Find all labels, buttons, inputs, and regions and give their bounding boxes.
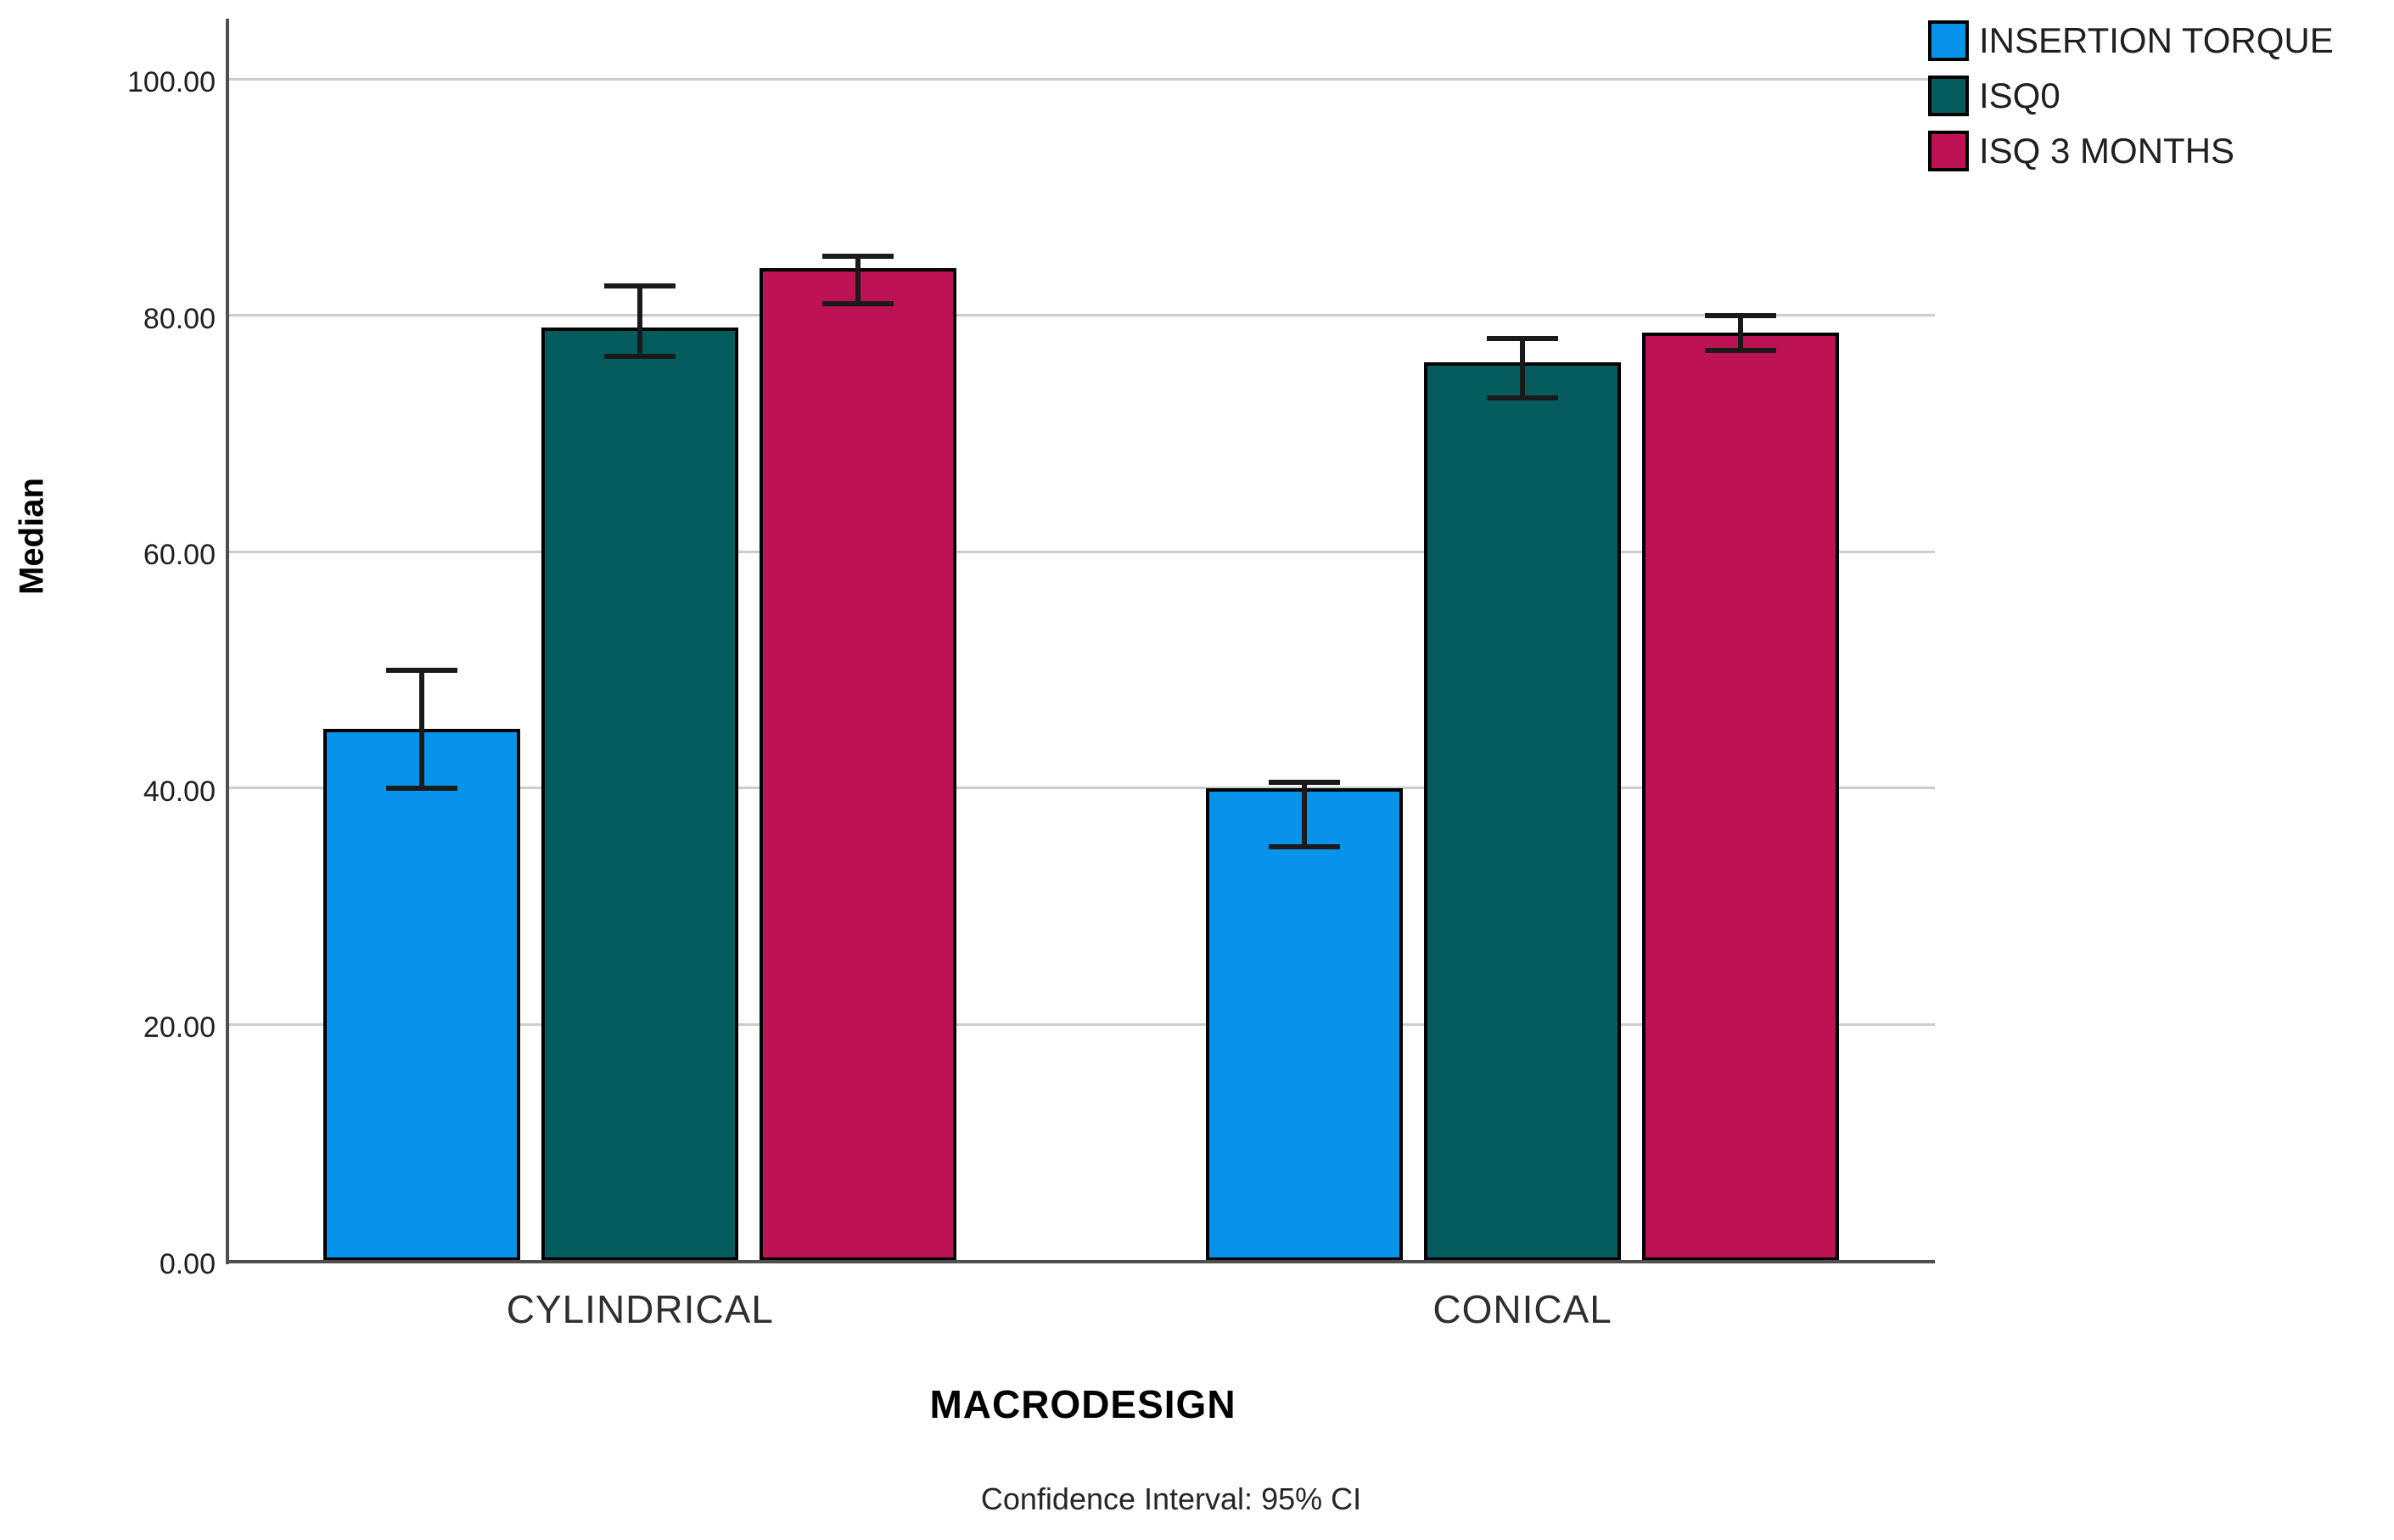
error-bar-cap-high <box>604 283 676 288</box>
y-tick-label: 20.00 <box>143 1011 216 1044</box>
legend: INSERTION TORQUE ISQ0 ISQ 3 MONTHS <box>1928 20 2334 171</box>
error-bar-cap-low <box>1487 395 1559 401</box>
legend-item: INSERTION TORQUE <box>1928 20 2334 61</box>
error-bar-stem <box>1520 339 1526 399</box>
legend-label: INSERTION TORQUE <box>1979 20 2334 60</box>
y-axis-line <box>226 19 229 1264</box>
confidence-interval-footnote: Confidence Interval: 95% CI <box>980 1481 1362 1516</box>
error-bar-cap-low <box>1269 844 1341 850</box>
legend-swatch-icon <box>1928 131 1969 171</box>
error-bar-stem <box>1738 315 1744 351</box>
legend-item: ISQ0 <box>1928 76 2334 116</box>
y-gridline <box>227 77 1935 81</box>
error-bar-cap-high <box>1705 312 1777 318</box>
error-bar-cap-low <box>386 785 458 791</box>
error-bar-stem <box>1302 781 1308 848</box>
error-bar-stem <box>419 669 425 788</box>
bar-insertion-torque <box>1206 787 1404 1261</box>
y-gridline <box>227 550 1935 553</box>
error-bar-stem <box>637 285 643 357</box>
category-label: CYLINDRICAL <box>506 1287 774 1331</box>
y-tick-label: 40.00 <box>143 775 216 808</box>
category-label: CONICAL <box>1432 1287 1612 1331</box>
legend-swatch-icon <box>1928 76 1969 116</box>
y-gridline <box>227 314 1935 317</box>
x-axis-line <box>227 1260 1935 1263</box>
error-bar-cap-high <box>1487 336 1559 342</box>
error-bar-cap-high <box>1269 779 1341 785</box>
error-bar-cap-low <box>822 300 894 306</box>
x-axis-title: MACRODESIGN <box>929 1382 1236 1426</box>
y-tick-label: 100.00 <box>127 66 216 98</box>
y-tick-label: 80.00 <box>143 302 216 335</box>
legend-item: ISQ 3 MONTHS <box>1928 131 2334 171</box>
legend-swatch-icon <box>1928 20 1969 61</box>
error-bar-cap-low <box>604 354 676 360</box>
error-bar-cap-high <box>386 667 458 673</box>
y-tick-label: 0.00 <box>159 1248 216 1280</box>
legend-label: ISQ0 <box>1979 76 2060 115</box>
y-gridline <box>227 1022 1935 1026</box>
error-bar-cap-high <box>822 253 894 259</box>
bar-insertion-torque <box>323 729 521 1261</box>
bar-isq0 <box>541 327 739 1261</box>
y-tick-label: 60.00 <box>143 539 216 572</box>
legend-label: ISQ 3 MONTHS <box>1979 131 2235 171</box>
bar-isq-3-months <box>1642 333 1840 1261</box>
bar-isq-3-months <box>760 267 957 1261</box>
bar-isq0 <box>1424 362 1622 1261</box>
error-bar-stem <box>855 255 861 304</box>
error-bar-cap-low <box>1705 348 1777 354</box>
y-gridline <box>227 787 1935 790</box>
